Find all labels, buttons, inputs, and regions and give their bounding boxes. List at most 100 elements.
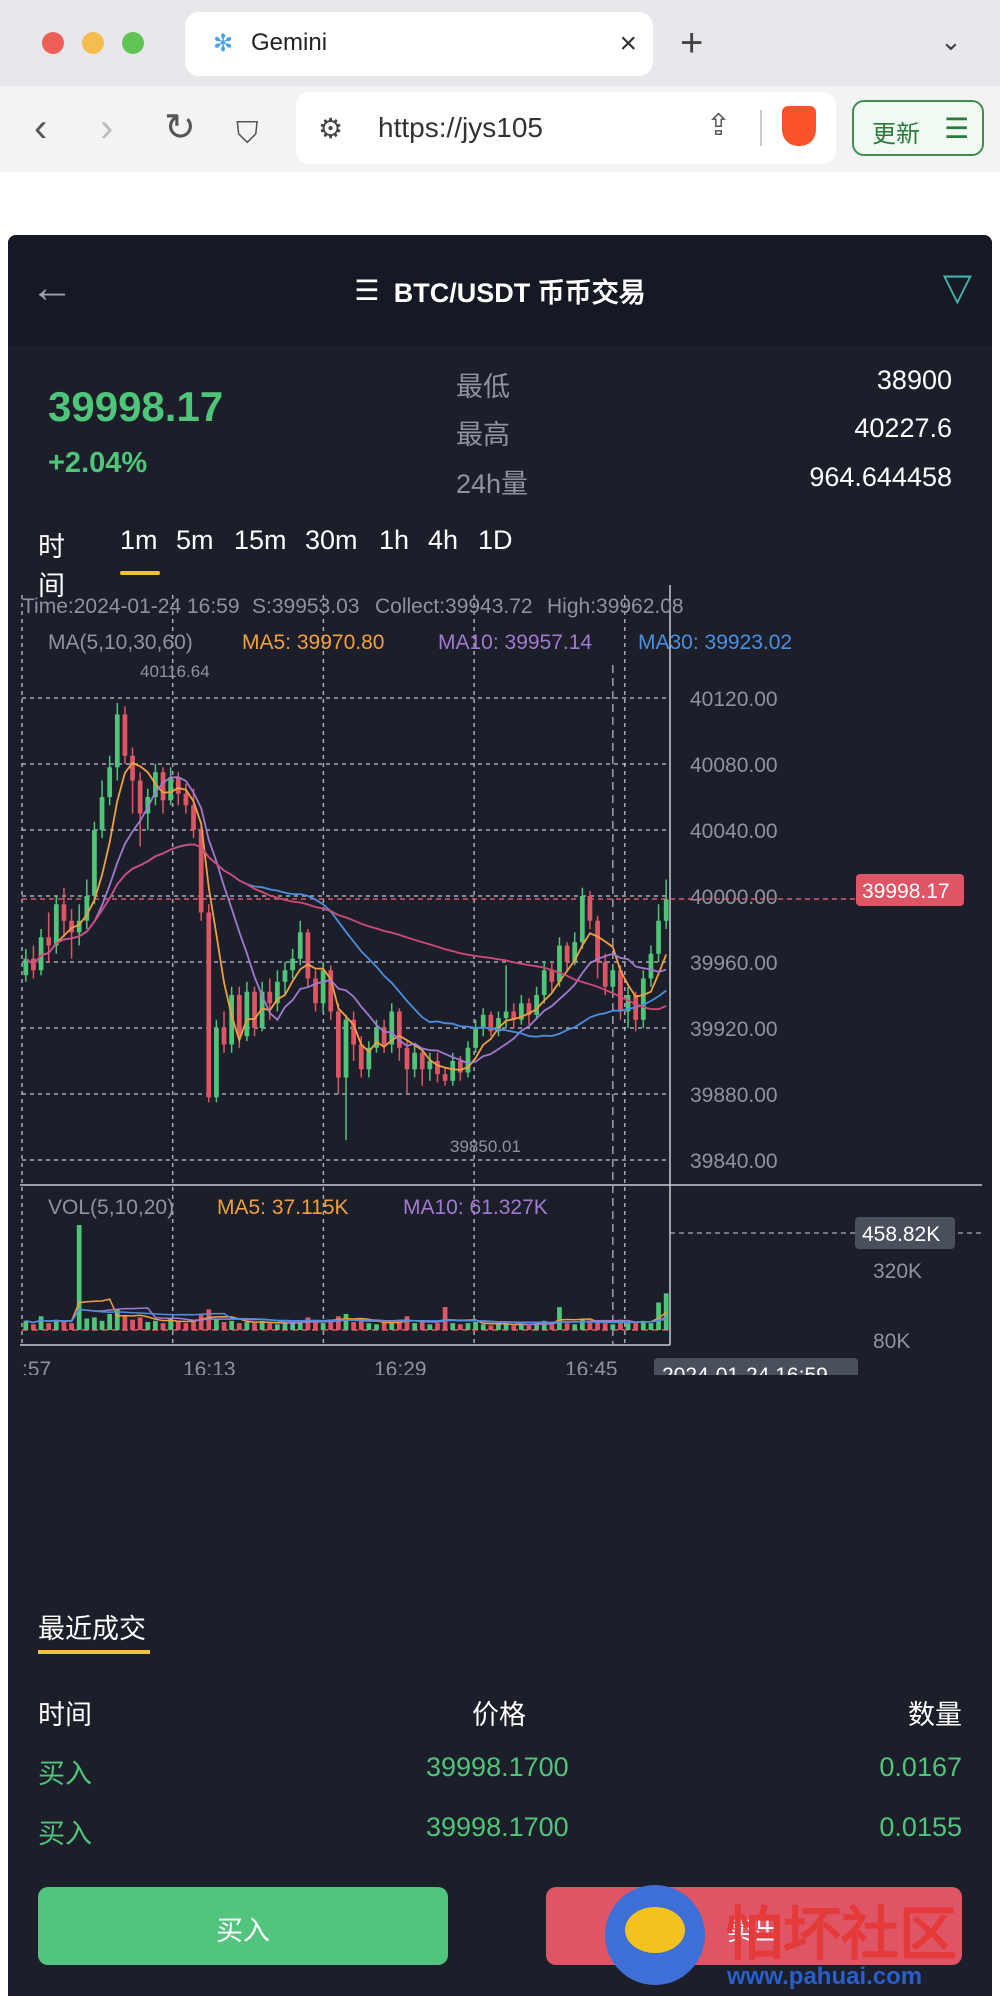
volume-bar <box>297 1320 303 1330</box>
candle-body <box>595 920 600 962</box>
active-tab-indicator <box>38 1650 150 1654</box>
candle-body <box>480 1014 486 1028</box>
crosshair-time-tag: 2024-01-24 16:59 <box>662 1364 828 1375</box>
tab-close-button[interactable]: × <box>619 27 637 60</box>
volume-bar <box>145 1321 151 1330</box>
tab-time[interactable]: 时间 <box>38 532 65 601</box>
crosshair-time-tag-bg <box>654 1358 858 1375</box>
new-tab-button[interactable]: + <box>680 21 704 65</box>
volume-bar <box>572 1324 578 1330</box>
volume-bar <box>526 1325 532 1330</box>
hamburger-menu-icon: ☰ <box>944 113 970 144</box>
buy-button[interactable]: 买入 <box>38 1887 448 1965</box>
time-tick-label: 16:29 <box>374 1358 427 1375</box>
time-tick-label: 16:13 <box>183 1358 236 1375</box>
volume-bar <box>69 1323 74 1330</box>
volume-24h-label: 24h量 <box>456 469 529 499</box>
candle-body <box>397 1011 402 1048</box>
site-settings-icon[interactable]: ⚙ <box>318 113 344 144</box>
vol-ma5: MA5: 37.115K <box>217 1196 349 1219</box>
header-price: 价格 <box>472 1700 526 1730</box>
candle-body <box>46 937 52 946</box>
candle-body <box>69 920 74 933</box>
candle-body <box>496 1018 501 1032</box>
candle-body <box>198 830 204 913</box>
pair-selector[interactable]: ☰ BTC/USDT 币币交易 <box>8 271 992 310</box>
candle-body <box>275 981 280 1004</box>
candle-body <box>648 953 654 979</box>
info-collect: Collect:39943.72 <box>375 595 533 618</box>
volume-bar <box>465 1323 471 1330</box>
url-text[interactable]: https://jys105 <box>378 112 543 143</box>
volume-bar <box>397 1319 402 1330</box>
update-button[interactable]: 更新 ☰ <box>852 100 984 156</box>
tab-recent-trades[interactable]: 最近成交 <box>38 1614 146 1644</box>
candle-body <box>114 714 120 768</box>
volume-bar <box>46 1323 52 1330</box>
address-bar[interactable]: ⚙ https://jys105 ⇪ <box>296 92 836 164</box>
trade-row-1-price: 39998.1700 <box>426 1752 569 1782</box>
back-arrow-icon[interactable]: ← <box>30 263 74 312</box>
volume-bar <box>358 1320 364 1330</box>
last-price: 39998.17 <box>48 383 224 430</box>
volume-bars <box>23 1225 669 1330</box>
volume-bar <box>84 1318 90 1330</box>
info-time: Time:2024-01-24 16:59 <box>22 595 240 618</box>
tab-5m[interactable]: 5m <box>176 525 214 555</box>
candle-body <box>84 896 90 921</box>
candle-body <box>618 970 623 1012</box>
tab-1d[interactable]: 1D <box>478 525 513 555</box>
bookmark-icon[interactable]: ⛉ <box>236 117 259 150</box>
trade-row-2-price: 39998.1700 <box>426 1812 569 1842</box>
tab-30m[interactable]: 30m <box>305 525 358 555</box>
volume-bar <box>99 1320 105 1330</box>
vol-max-tag-bg <box>855 1217 955 1249</box>
price-tick-label: 39960.00 <box>690 952 778 975</box>
reload-icon[interactable]: ↻ <box>164 107 196 149</box>
candle-body <box>76 920 82 933</box>
maximize-window-button[interactable] <box>122 32 144 54</box>
volume-bar <box>320 1323 326 1330</box>
volume-bar <box>503 1323 509 1330</box>
volume-bar <box>656 1302 661 1330</box>
close-window-button[interactable] <box>42 32 64 54</box>
volume-bar <box>305 1317 311 1330</box>
forward-arrow-icon[interactable]: › <box>100 106 114 150</box>
candlestick-chart[interactable]: 40120.00 40080.00 40040.00 40000.00 39960.00… <box>20 585 982 1375</box>
vol-ma10: MA10: 61.327K <box>403 1196 548 1219</box>
gemini-favicon-icon: ✻ <box>212 30 234 57</box>
app-header: ← ☰ BTC/USDT 币币交易 ▽ <box>8 235 992 345</box>
ma30-value: MA30: 39923.02 <box>638 631 792 654</box>
filter-icon[interactable]: ▽ <box>942 267 972 309</box>
back-arrow-icon[interactable]: ‹ <box>34 106 48 150</box>
candle-body <box>526 1003 532 1015</box>
tab-1h[interactable]: 1h <box>379 525 410 555</box>
share-icon[interactable]: ⇪ <box>706 109 732 142</box>
watermark: 怕坏社区 www.pahuai.com <box>605 1885 995 1993</box>
sell-label: 卖出 <box>727 1916 781 1946</box>
brave-shield-icon[interactable] <box>782 106 816 146</box>
tab-1m[interactable]: 1m <box>120 525 158 555</box>
candle-body <box>313 978 318 1004</box>
ma30-line <box>25 843 667 1038</box>
tab-list-chevron-icon[interactable]: ⌄ <box>940 26 962 56</box>
divider <box>760 110 762 146</box>
volume-bar <box>602 1323 608 1330</box>
candle-body <box>168 777 174 801</box>
volume-bar <box>92 1317 97 1330</box>
low-value: 38900 <box>876 365 952 395</box>
header-time: 时间 <box>38 1700 92 1730</box>
candle-body <box>663 899 669 921</box>
high-label: 最高 <box>456 420 510 450</box>
candle-body <box>610 970 616 987</box>
volume-bar <box>275 1324 280 1330</box>
volume-bar <box>419 1321 425 1330</box>
candle-body <box>160 772 166 801</box>
browser-tab[interactable]: ✻ Gemini × <box>185 12 653 76</box>
candle-body <box>236 995 242 1037</box>
tab-15m[interactable]: 15m <box>234 525 287 555</box>
tab-4h[interactable]: 4h <box>428 525 459 555</box>
vol-ma5-line <box>25 1298 667 1326</box>
minimize-window-button[interactable] <box>82 32 104 54</box>
volume-bar <box>244 1321 250 1330</box>
